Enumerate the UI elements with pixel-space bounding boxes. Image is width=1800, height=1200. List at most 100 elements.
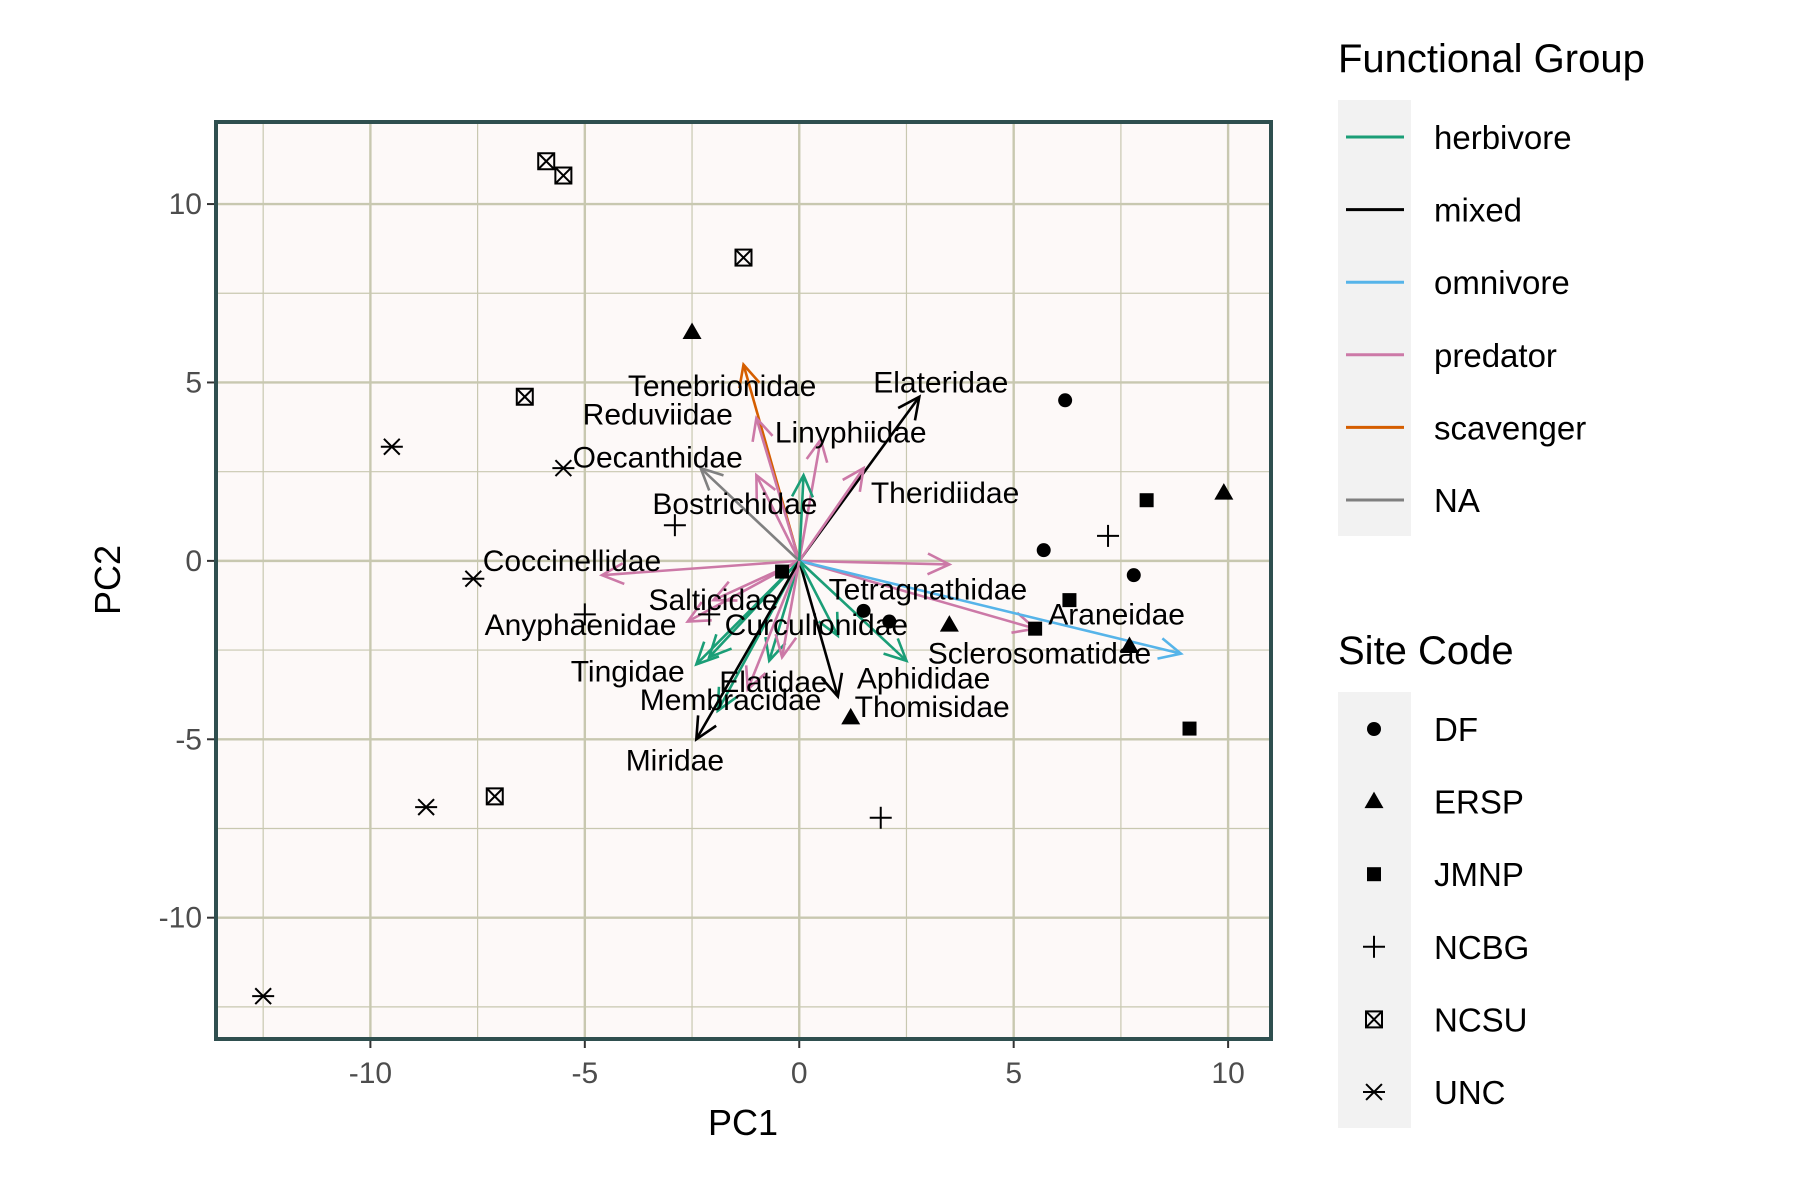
arrow-unlabeled — [774, 560, 801, 661]
point-asterisk — [252, 987, 275, 1005]
arrow-head — [751, 415, 774, 443]
point-asterisk — [415, 798, 438, 816]
arrow-unlabeled — [798, 560, 844, 700]
x-tick-label: -10 — [349, 1057, 392, 1090]
legend-item-scavenger: scavenger — [1346, 409, 1586, 446]
x-tick-label: 10 — [1211, 1057, 1244, 1090]
point-triangle — [939, 615, 959, 632]
arrow-label: Salticidae — [648, 584, 778, 617]
arrow-bostrichidae — [698, 466, 801, 562]
point-circle — [1367, 722, 1381, 736]
arrow-label: Tenebrionidae — [628, 370, 816, 403]
legend-item-omnivore: omnivore — [1346, 264, 1570, 301]
arrow-head — [926, 552, 953, 576]
loading-arrows — [598, 361, 1184, 742]
arrow-shaft — [798, 560, 840, 637]
major-gridlines — [216, 122, 1271, 1039]
arrow-head — [883, 637, 909, 663]
arrow-shaft — [797, 475, 805, 561]
arrow-unlabeled — [798, 560, 840, 639]
point-square — [1182, 721, 1197, 736]
arrow-head — [744, 665, 767, 693]
legend-item-herbivore: herbivore — [1346, 119, 1572, 156]
arrow-reduviidae — [751, 415, 801, 562]
minor-gridlines — [216, 122, 1271, 1039]
point-circle — [1036, 543, 1051, 558]
legend-label: UNC — [1434, 1074, 1506, 1111]
point-square — [1062, 593, 1077, 608]
arrow-shaft — [746, 560, 801, 690]
point-square — [775, 564, 790, 579]
arrow-label: Membracidae — [640, 684, 822, 717]
x-axis: -10 -5 0 5 10 — [349, 1041, 1245, 1090]
legend-key-background — [1338, 692, 1411, 1128]
x-axis-title: PC1 — [708, 1102, 778, 1143]
legend-label: herbivore — [1434, 119, 1572, 156]
arrow-unlabeled — [790, 472, 815, 561]
arrow-label: Oecanthidae — [573, 441, 743, 474]
y-tick-label: -5 — [175, 723, 202, 756]
arrow-sclerosomatidae — [798, 559, 1184, 660]
legend-item-ersp: ERSP — [1364, 784, 1524, 821]
arrow-label: Theridiidae — [871, 477, 1019, 510]
arrow-head — [694, 715, 717, 742]
arrow-shaft — [780, 560, 801, 658]
arrow-head — [716, 686, 739, 714]
point-square — [1367, 867, 1381, 882]
point-plus — [869, 806, 892, 829]
arrow-oecanthidae — [755, 472, 801, 562]
arrow-linyphiidae — [797, 436, 829, 562]
arrow-label: Bostrichidae — [652, 488, 817, 521]
arrow-tetragnathidae — [799, 552, 953, 576]
plot-panel — [216, 122, 1271, 1039]
point-asterisk — [552, 459, 575, 477]
arrow-shaft — [798, 560, 840, 697]
arrow-shaft — [601, 559, 800, 577]
plot-panel-border — [214, 120, 1273, 1041]
arrow-label: Curculionidae — [725, 609, 908, 642]
y-axis-title: PC2 — [87, 545, 128, 615]
legend-item-ncbg: NCBG — [1363, 929, 1529, 966]
point-asterisk — [1363, 1083, 1385, 1101]
arrow-label: Elatidae — [719, 666, 827, 699]
arrow-shaft — [695, 560, 801, 740]
arrow-shaft — [798, 559, 908, 662]
legend-label: NA — [1434, 482, 1480, 519]
legend-label: NCBG — [1434, 929, 1529, 966]
arrow-aphididae — [798, 559, 909, 663]
arrow-label: Tingidae — [571, 655, 685, 688]
arrow-head — [738, 361, 761, 389]
y-tick-label: 0 — [185, 545, 202, 578]
point-asterisk — [380, 438, 403, 456]
arrow-label: Anyphaenidae — [485, 609, 677, 642]
arrow-shaft — [755, 474, 801, 562]
point-boxx — [537, 152, 556, 171]
arrow-head — [755, 472, 777, 500]
legend-title-functional-group: Functional Group — [1338, 37, 1645, 81]
arrow-label: Araneidae — [1048, 598, 1185, 631]
point-triangle — [1119, 636, 1139, 654]
point-triangle — [841, 707, 861, 725]
y-tick-label: 10 — [169, 188, 202, 221]
legend-title-site-code: Site Code — [1338, 629, 1514, 673]
arrow-label: Sclerosomatidae — [928, 638, 1151, 671]
legend-item-predator: predator — [1346, 337, 1557, 374]
point-triangle — [682, 322, 702, 340]
point-plus — [1097, 524, 1120, 547]
arrow-head — [817, 611, 840, 639]
arrow-shaft — [798, 559, 1036, 630]
point-circle — [882, 614, 897, 629]
point-boxx — [1365, 1010, 1383, 1029]
arrow-head — [685, 601, 712, 623]
legend-item-na: NA — [1346, 482, 1480, 519]
arrow-head — [790, 472, 815, 498]
point-asterisk — [462, 570, 485, 588]
y-axis: -10 -5 0 5 10 — [159, 188, 214, 935]
legend-item-ncsu: NCSU — [1365, 1001, 1528, 1038]
legend-label: NCSU — [1434, 1001, 1528, 1038]
point-boxx — [554, 166, 573, 185]
legend-functional-group: Functional Group herbivore mixed omnivore pr… — [1338, 37, 1645, 536]
legend-item-df: DF — [1367, 711, 1478, 748]
point-circle — [856, 603, 871, 618]
arrow-theridiidae — [798, 465, 866, 562]
